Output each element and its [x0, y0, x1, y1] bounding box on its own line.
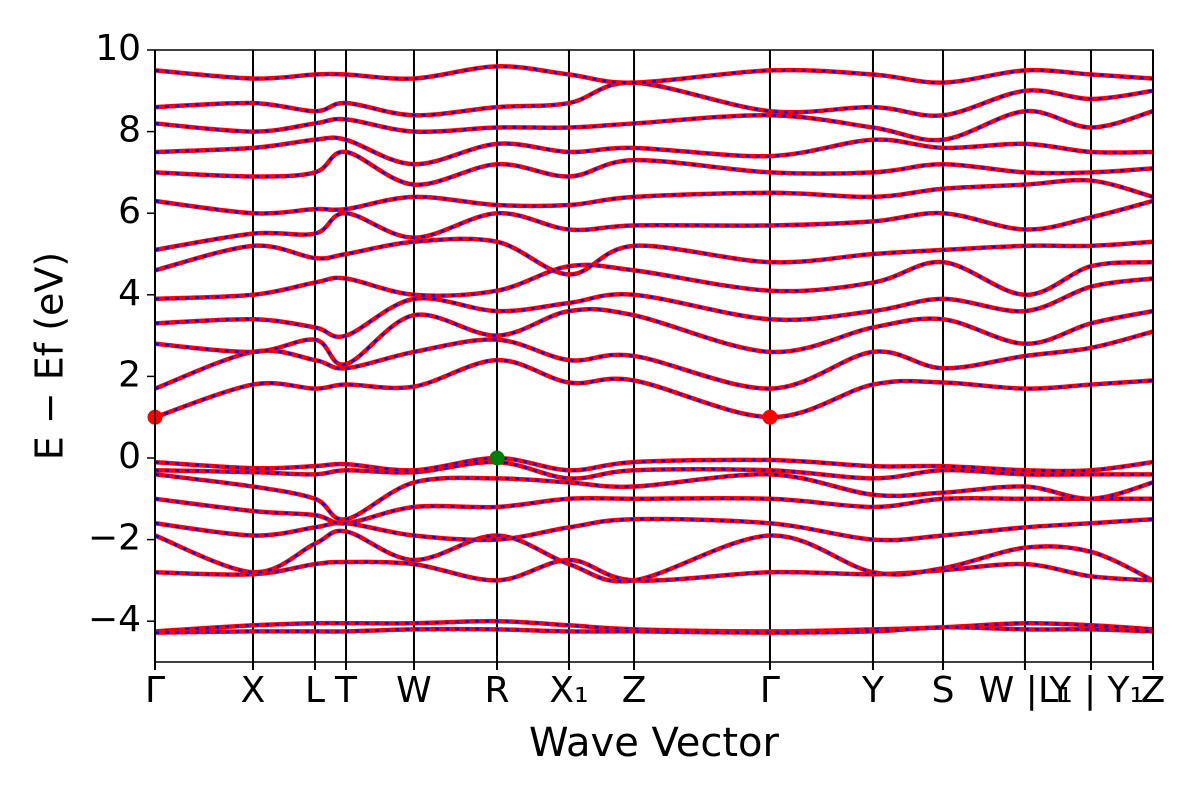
y-tick-label: 4 — [118, 273, 141, 314]
band-line — [154, 177, 1154, 216]
x-tick-label: W | Y — [979, 670, 1073, 711]
band-line-dashed — [154, 619, 1154, 633]
y-tick-label: 6 — [118, 191, 141, 232]
band-line — [154, 495, 1153, 526]
x-tick-label: W — [396, 670, 432, 711]
band-line-dashed — [154, 260, 1154, 301]
band-line — [154, 149, 1154, 187]
band-line — [154, 259, 1154, 302]
y-tick-label: 2 — [118, 354, 141, 395]
extremum-marker — [489, 450, 505, 466]
x-tick-label: Y — [861, 670, 885, 711]
band-line-dashed — [154, 199, 1154, 252]
band-line-dashed — [154, 626, 1154, 634]
band-line — [154, 516, 1154, 543]
y-tick-label: −4 — [88, 599, 141, 640]
y-tick-label: 10 — [95, 28, 141, 69]
x-tick-label: S — [932, 670, 955, 711]
y-tick-label: 0 — [118, 436, 141, 477]
x-tick-label: Z — [1141, 670, 1166, 711]
x-tick-label: X₁ — [549, 670, 588, 711]
band-line — [154, 528, 1154, 584]
band-line — [154, 236, 1154, 277]
band-line — [154, 108, 1154, 143]
x-tick-label: X — [241, 670, 266, 711]
x-axis-label: Wave Vector — [529, 720, 780, 766]
x-tick-label: Γ — [145, 670, 165, 711]
x-tick-label: Γ — [760, 670, 780, 711]
band-line-dashed — [154, 472, 1154, 521]
x-tick-label: Z — [622, 670, 647, 711]
band-line — [154, 276, 1154, 339]
band-line — [154, 557, 1154, 583]
x-tick-label: R — [485, 670, 510, 711]
band-line-dashed — [154, 65, 1154, 84]
band-line-dashed — [154, 456, 1154, 473]
band-line — [154, 357, 1154, 420]
band-line-dashed — [154, 136, 1154, 166]
plot-frame — [154, 49, 1154, 663]
extremum-marker — [762, 409, 778, 425]
y-tick-label: 8 — [118, 110, 141, 151]
y-axis-label: E − Ef (eV) — [28, 252, 72, 461]
band-line-dashed — [154, 460, 1153, 480]
band-line-dashed — [154, 150, 1154, 186]
x-tick-label: L — [305, 670, 325, 711]
band-line-dashed — [154, 358, 1154, 419]
band-line-dashed — [154, 307, 1154, 366]
x-tick-label: L₁ | Y₁ — [1038, 670, 1144, 711]
x-tick-label: T — [334, 670, 358, 711]
y-tick-label: −2 — [88, 518, 141, 559]
band-line-dashed — [154, 330, 1154, 390]
